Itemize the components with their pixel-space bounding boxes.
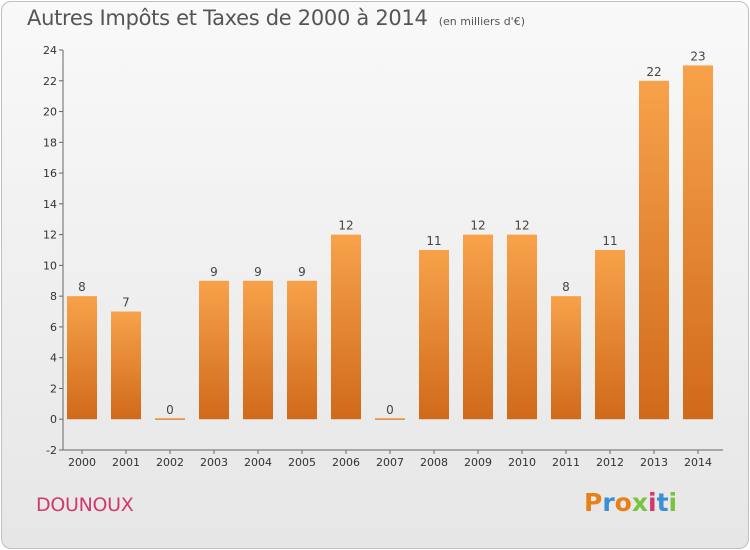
value-label: 22 <box>646 65 661 79</box>
plot-area: -202468101214161820222482000720010200292… <box>43 44 723 469</box>
logo-letter: i <box>648 488 657 517</box>
logo-letter: t <box>656 488 669 517</box>
y-tick-label: 6 <box>50 321 57 334</box>
y-tick-label: 4 <box>50 352 57 365</box>
x-tick-label: 2009 <box>464 456 492 469</box>
bar <box>155 418 185 420</box>
bar <box>331 234 361 420</box>
bar <box>463 234 493 420</box>
y-tick-label: 18 <box>43 136 57 149</box>
bar <box>595 250 625 420</box>
x-tick-label: 2005 <box>288 456 316 469</box>
value-label: 9 <box>210 265 218 279</box>
x-tick-label: 2007 <box>376 456 404 469</box>
x-tick-label: 2002 <box>156 456 184 469</box>
x-tick-label: 2000 <box>68 456 96 469</box>
value-label: 23 <box>690 49 705 63</box>
proxiti-logo: Proxiti <box>584 488 677 517</box>
x-tick-label: 2010 <box>508 456 536 469</box>
bar <box>551 296 581 420</box>
logo-letter: o <box>614 488 632 517</box>
chart-title: Autres Impôts et Taxes de 2000 à 2014 <box>27 6 428 30</box>
bar <box>683 65 713 420</box>
bar <box>111 311 141 420</box>
bar <box>243 280 273 420</box>
y-tick-label: 12 <box>43 229 57 242</box>
value-label: 8 <box>78 280 86 294</box>
x-tick-label: 2006 <box>332 456 360 469</box>
value-label: 12 <box>514 219 529 233</box>
x-tick-label: 2008 <box>420 456 448 469</box>
y-tick-label: 10 <box>43 259 57 272</box>
y-tick-label: 0 <box>50 413 57 426</box>
bar <box>67 296 97 420</box>
x-tick-label: 2001 <box>112 456 140 469</box>
bar <box>199 280 229 420</box>
logo-letter: r <box>602 488 615 517</box>
x-tick-label: 2013 <box>640 456 668 469</box>
value-label: 12 <box>470 219 485 233</box>
y-tick-label: 22 <box>43 75 57 88</box>
logo-letter: x <box>631 488 648 517</box>
x-tick-label: 2011 <box>552 456 580 469</box>
value-label: 11 <box>426 234 441 248</box>
value-label: 12 <box>338 219 353 233</box>
x-tick-label: 2012 <box>596 456 624 469</box>
bar <box>419 250 449 420</box>
bar <box>375 418 405 420</box>
bar <box>639 80 669 420</box>
logo-letter: i <box>668 488 678 517</box>
commune-name: DOUNOUX <box>36 494 134 516</box>
y-tick-label: 24 <box>43 44 57 57</box>
value-label: 9 <box>254 265 262 279</box>
x-tick-label: 2003 <box>200 456 228 469</box>
y-tick-label: 2 <box>50 382 57 395</box>
title-row: Autres Impôts et Taxes de 2000 à 2014 (e… <box>27 6 525 30</box>
chart-subtitle: (en milliers d'€) <box>438 15 525 28</box>
x-tick-label: 2014 <box>684 456 712 469</box>
y-tick-label: 8 <box>50 290 57 303</box>
y-tick-label: 20 <box>43 106 57 119</box>
x-tick-label: 2004 <box>244 456 272 469</box>
value-label: 0 <box>166 403 174 417</box>
y-tick-label: 16 <box>43 167 57 180</box>
y-tick-label: 14 <box>43 198 57 211</box>
bar <box>507 234 537 420</box>
logo-letter: P <box>584 488 603 517</box>
value-label: 8 <box>562 280 570 294</box>
value-label: 9 <box>298 265 306 279</box>
y-tick-label: -2 <box>46 444 57 457</box>
value-label: 7 <box>122 296 130 310</box>
value-label: 0 <box>386 403 394 417</box>
bar <box>287 280 317 420</box>
value-label: 11 <box>602 234 617 248</box>
